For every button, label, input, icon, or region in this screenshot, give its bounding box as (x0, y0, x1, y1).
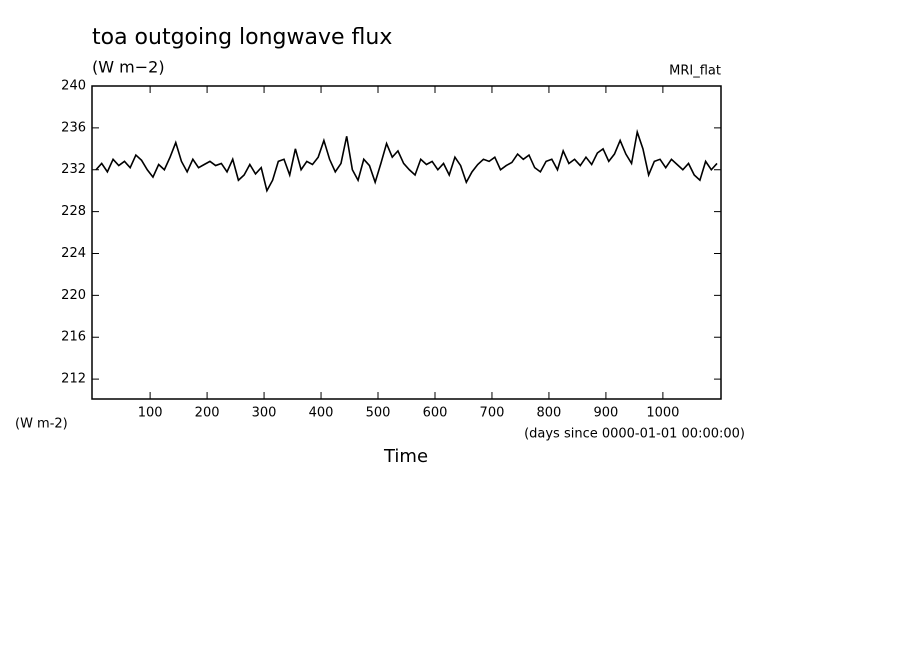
y-tick-label: 232 (61, 162, 86, 177)
x-tick-label: 700 (480, 406, 505, 421)
x-tick-label: 600 (423, 406, 448, 421)
y-tick-label: 228 (61, 204, 86, 219)
x-tick-label: 800 (537, 406, 562, 421)
y-tick-label: 236 (61, 120, 86, 135)
plot-frame (91, 85, 722, 400)
x-tick-label: 300 (252, 406, 277, 421)
x-tick-label: 500 (366, 406, 391, 421)
x-tick-label: 100 (138, 406, 163, 421)
y-tick-label: 212 (61, 372, 86, 387)
annotation: MRI_flat (669, 64, 721, 79)
subtitle: (W m−2) (92, 58, 165, 77)
x-tick-label: 200 (195, 406, 220, 421)
data-line (95, 128, 718, 193)
x-axis-label: Time (383, 446, 428, 467)
chart-title: toa outgoing longwave flux (92, 25, 392, 50)
x-tick-label: 400 (309, 406, 334, 421)
y-tick-label: 240 (61, 79, 86, 94)
y-tick-label: 216 (61, 330, 86, 345)
y-units-label: (W m-2) (15, 417, 68, 432)
x-tick-label: 900 (593, 406, 618, 421)
y-tick-label: 220 (61, 288, 86, 303)
x-tick-label: 1000 (646, 406, 679, 421)
y-tick-label: 224 (61, 246, 86, 261)
x-units-label: (days since 0000-01-01 00:00:00) (524, 427, 745, 442)
